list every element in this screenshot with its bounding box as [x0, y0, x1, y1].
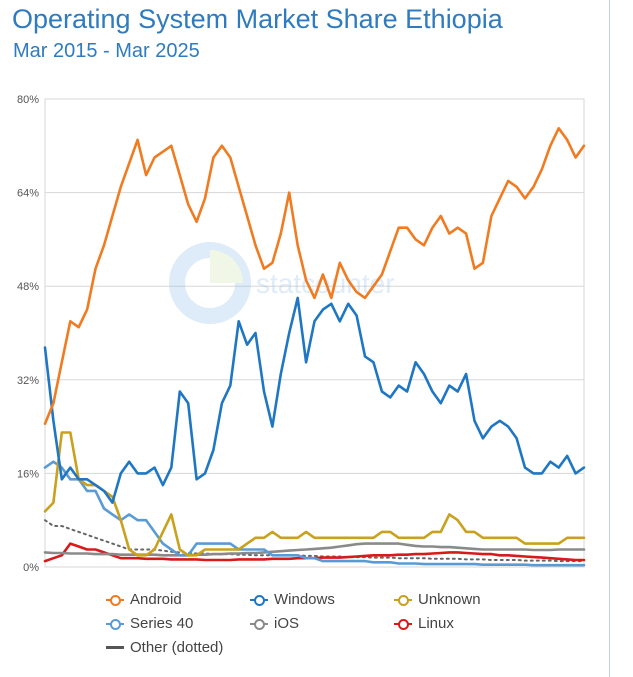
chart-title: Operating System Market Share Ethiopia — [12, 4, 503, 34]
series-line-other — [44, 519, 585, 563]
chart-subtitle: Mar 2015 - Mar 2025 — [13, 40, 200, 62]
legend: Android Windows Unknown Series 40 iOS Li… — [0, 585, 600, 665]
y-tick-label: 32% — [17, 375, 39, 387]
series-line-unknown — [43, 431, 586, 557]
series-lines — [43, 127, 586, 567]
watermark-logo-segment — [210, 250, 243, 283]
ios-legend-icon — [250, 617, 268, 631]
legend-item-windows[interactable]: Windows — [250, 591, 335, 608]
legend-item-other[interactable]: Other (dotted) — [106, 639, 223, 656]
series-line-android — [43, 127, 586, 426]
series-line-windows — [43, 296, 586, 504]
y-tick-label: 80% — [17, 94, 39, 106]
statcounter-watermark: statcounter — [169, 242, 395, 324]
line-chart: statcounter 0% 16% 32% 48% 64% 80% — [17, 94, 586, 574]
y-axis-ticks: 0% 16% 32% 48% 64% 80% — [17, 94, 39, 574]
linux-legend-icon — [394, 617, 412, 631]
legend-item-linux[interactable]: Linux — [394, 615, 454, 632]
right-divider — [609, 0, 610, 677]
series-line-ios — [43, 542, 586, 557]
series-40-legend-icon — [106, 617, 124, 631]
grid — [44, 98, 585, 568]
watermark-logo-ring — [169, 242, 251, 324]
legend-item-unknown[interactable]: Unknown — [394, 591, 481, 608]
y-tick-label: 16% — [17, 468, 39, 480]
legend-label: Windows — [274, 591, 335, 608]
windows-legend-icon — [250, 593, 268, 607]
legend-label: Series 40 — [130, 615, 194, 632]
legend-item-android[interactable]: Android — [106, 591, 182, 608]
android-legend-icon — [106, 593, 124, 607]
other-legend-icon — [106, 641, 124, 655]
legend-label: iOS — [274, 615, 300, 632]
legend-label: Android — [130, 591, 182, 608]
unknown-legend-icon — [394, 593, 412, 607]
series-line-series-40 — [43, 460, 586, 567]
legend-item-series-40[interactable]: Series 40 — [106, 615, 193, 632]
legend-label: Other (dotted) — [130, 639, 224, 656]
legend-label: Unknown — [418, 591, 481, 608]
y-tick-label: 48% — [17, 281, 39, 293]
legend-label: Linux — [418, 615, 454, 632]
y-tick-label: 64% — [17, 188, 39, 200]
y-tick-label: 0% — [23, 562, 39, 574]
legend-item-ios[interactable]: iOS — [250, 615, 299, 632]
